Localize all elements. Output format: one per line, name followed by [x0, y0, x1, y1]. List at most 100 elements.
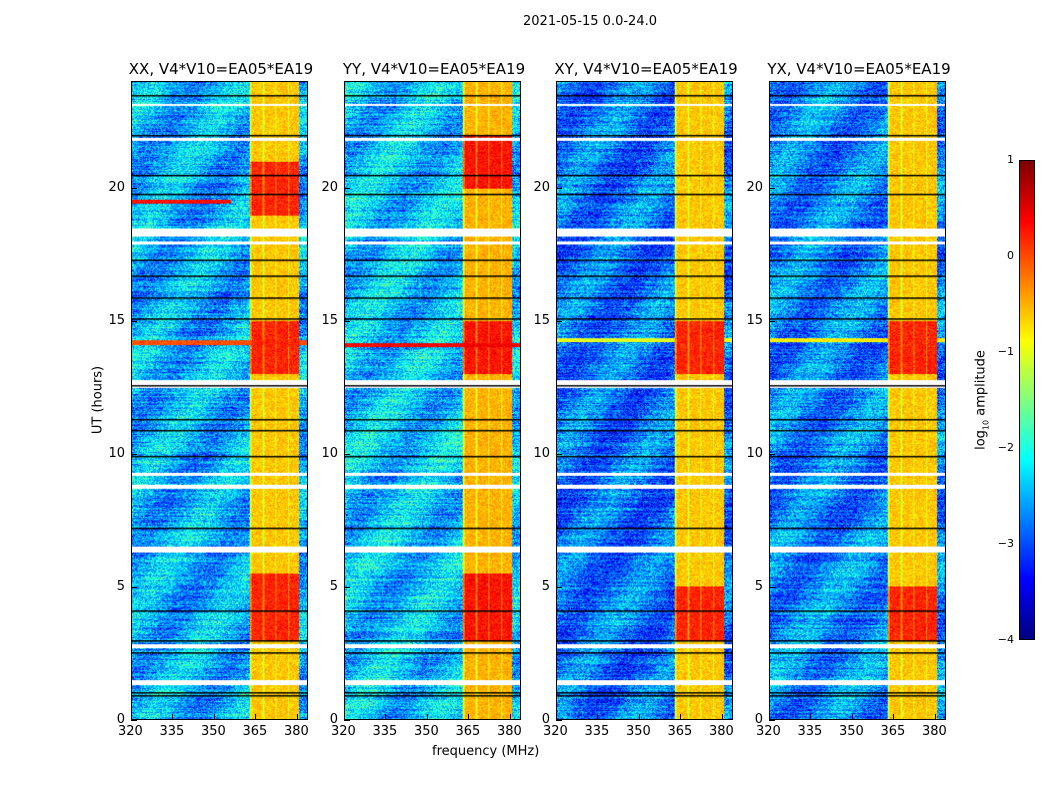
- colorbar-tick-label: 0: [1007, 249, 1014, 262]
- y-tick-label: 5: [329, 578, 338, 594]
- x-tick-label: 350: [838, 724, 864, 739]
- x-tick-mark: [385, 714, 387, 720]
- x-tick-mark: [255, 714, 257, 720]
- x-tick-mark: [769, 714, 770, 720]
- y-tick-label: 20: [533, 179, 550, 195]
- y-axis-label: UT (hours): [90, 365, 106, 435]
- x-tick-label: 365: [880, 724, 906, 739]
- y-tick-label: 0: [541, 712, 550, 727]
- spectrogram-panel: YY, V4*V10=EA05*EA19: [343, 60, 525, 720]
- y-tick-label: 20: [321, 179, 338, 195]
- y-tick-mark: [769, 187, 775, 189]
- y-tick-label: 15: [321, 312, 338, 328]
- panel-title: YY, V4*V10=EA05*EA19: [342, 60, 526, 78]
- heatmap-image: [770, 82, 945, 719]
- colorbar-tick-label: −4: [997, 633, 1014, 646]
- panel-title: XY, V4*V10=EA05*EA19: [554, 60, 738, 78]
- x-tick-mark: [597, 714, 599, 720]
- y-tick-mark: [344, 453, 350, 455]
- x-tick-label: 320: [331, 724, 356, 739]
- y-tick-label: 20: [746, 179, 763, 195]
- x-tick-mark: [721, 714, 723, 720]
- y-tick-mark: [769, 453, 775, 455]
- x-tick-mark: [680, 714, 682, 720]
- colorbar: [1019, 160, 1035, 640]
- x-tick-mark: [509, 714, 511, 720]
- x-tick-label: 380: [496, 724, 522, 739]
- x-tick-label: 380: [283, 724, 309, 739]
- panel-title: XX, V4*V10=EA05*EA19: [128, 60, 314, 78]
- x-tick-mark: [468, 714, 470, 720]
- x-tick-label: 335: [797, 724, 823, 739]
- spectrogram-panel: YX, V4*V10=EA05*EA19: [767, 60, 951, 720]
- spectrogram-panel: XY, V4*V10=EA05*EA19: [554, 60, 738, 720]
- y-tick-label: 0: [754, 712, 763, 727]
- colorbar-tick-label: −1: [997, 345, 1014, 358]
- x-tick-label: 365: [455, 724, 481, 739]
- x-tick-label: 320: [118, 724, 143, 739]
- x-tick-mark: [638, 714, 640, 720]
- y-tick-label: 10: [533, 445, 550, 461]
- y-tick-mark: [556, 453, 562, 455]
- x-tick-mark: [810, 714, 812, 720]
- colorbar-tick-label: −3: [997, 537, 1014, 550]
- heatmap-image: [132, 82, 307, 719]
- y-tick-mark: [344, 187, 350, 189]
- x-tick-label: 350: [413, 724, 439, 739]
- x-tick-label: 365: [667, 724, 693, 739]
- x-tick-mark: [556, 714, 557, 720]
- y-tick-mark: [344, 586, 350, 588]
- y-tick-label: 5: [541, 578, 550, 594]
- y-tick-mark: [556, 320, 562, 322]
- x-tick-label: 335: [159, 724, 185, 739]
- y-tick-label: 10: [746, 445, 763, 461]
- x-tick-label: 350: [200, 724, 226, 739]
- colorbar-tick-label: −2: [997, 441, 1014, 454]
- y-tick-label: 15: [533, 312, 550, 328]
- y-tick-label: 15: [746, 312, 763, 328]
- x-tick-label: 335: [372, 724, 398, 739]
- y-tick-label: 20: [108, 179, 125, 195]
- y-tick-mark: [556, 720, 562, 721]
- colorbar-label: log10 amplitude: [973, 350, 991, 450]
- x-tick-label: 335: [584, 724, 610, 739]
- heatmap-image: [345, 82, 520, 719]
- x-tick-label: 380: [921, 724, 947, 739]
- heatmap-image: [557, 82, 732, 719]
- y-tick-mark: [344, 320, 350, 322]
- x-tick-mark: [426, 714, 428, 720]
- y-tick-mark: [556, 586, 562, 588]
- y-tick-mark: [556, 187, 562, 189]
- y-tick-mark: [131, 720, 137, 721]
- y-tick-mark: [131, 187, 137, 189]
- x-tick-mark: [213, 714, 215, 720]
- y-tick-mark: [131, 320, 137, 322]
- x-tick-label: 380: [708, 724, 734, 739]
- y-tick-label: 0: [329, 712, 338, 727]
- x-tick-mark: [934, 714, 936, 720]
- x-tick-label: 365: [242, 724, 268, 739]
- y-tick-label: 10: [108, 445, 125, 461]
- x-tick-mark: [131, 714, 132, 720]
- y-tick-label: 10: [321, 445, 338, 461]
- y-tick-mark: [131, 453, 137, 455]
- y-tick-mark: [344, 720, 350, 721]
- spectrogram-panel: XX, V4*V10=EA05*EA19: [129, 60, 313, 720]
- colorbar-tick-label: 1: [1007, 153, 1014, 166]
- figure-title: 2021-05-15 0.0-24.0: [523, 14, 657, 29]
- x-tick-label: 350: [625, 724, 651, 739]
- y-tick-mark: [131, 586, 137, 588]
- y-tick-label: 0: [116, 712, 125, 727]
- x-tick-mark: [172, 714, 174, 720]
- x-axis-label: frequency (MHz): [432, 744, 540, 759]
- x-tick-mark: [296, 714, 298, 720]
- y-tick-label: 5: [754, 578, 763, 594]
- y-tick-mark: [769, 586, 775, 588]
- y-tick-label: 15: [108, 312, 125, 328]
- x-tick-mark: [893, 714, 895, 720]
- panel-title: YX, V4*V10=EA05*EA19: [767, 60, 951, 78]
- x-tick-label: 320: [756, 724, 781, 739]
- x-tick-mark: [851, 714, 853, 720]
- x-tick-mark: [344, 714, 345, 720]
